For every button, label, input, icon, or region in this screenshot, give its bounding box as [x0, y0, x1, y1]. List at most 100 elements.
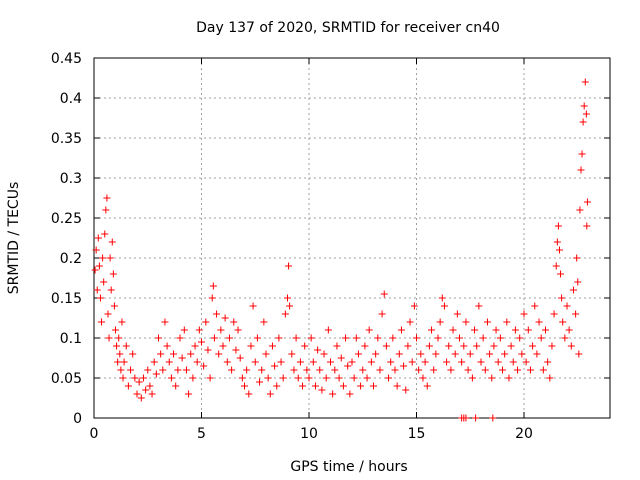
data-point-marker	[176, 334, 184, 342]
data-point-marker	[258, 366, 266, 374]
data-point-marker	[305, 374, 313, 382]
data-point-marker	[275, 334, 283, 342]
data-point-marker	[232, 346, 240, 354]
data-point-marker	[423, 382, 431, 390]
x-axis-label: GPS time / hours	[290, 459, 407, 475]
data-point-marker	[518, 350, 526, 358]
data-point-marker	[110, 302, 118, 310]
data-point-marker	[152, 370, 160, 378]
data-point-marker	[329, 390, 337, 398]
data-point-marker	[104, 310, 112, 318]
data-point-marker	[447, 366, 455, 374]
data-point-marker	[119, 374, 127, 382]
data-point-marker	[234, 326, 242, 334]
data-point-marker	[163, 342, 171, 350]
data-point-marker	[245, 390, 253, 398]
data-point-marker	[309, 358, 317, 366]
data-point-marker	[344, 362, 352, 370]
data-point-marker	[514, 366, 522, 374]
data-point-marker	[421, 358, 429, 366]
data-point-marker	[483, 318, 491, 326]
data-point-marker	[559, 318, 567, 326]
data-point-marker	[271, 362, 279, 370]
data-point-marker	[322, 374, 330, 382]
data-point-marker	[489, 414, 497, 422]
data-point-marker	[352, 334, 360, 342]
data-point-marker	[494, 358, 502, 366]
x-tick-label: 5	[197, 426, 206, 442]
y-tick-labels: 0 0.05 0.1 0.15 0.2 0.25 0.3 0.35 0.4 0.45	[51, 51, 82, 427]
data-point-marker	[436, 318, 444, 326]
data-point-marker	[380, 290, 388, 298]
data-point-marker	[268, 342, 276, 350]
data-point-marker	[339, 382, 347, 390]
data-point-marker	[256, 378, 264, 386]
data-point-marker	[348, 358, 356, 366]
data-point-marker	[410, 302, 418, 310]
data-point-marker	[516, 334, 524, 342]
data-point-marker	[578, 150, 586, 158]
data-point-marker	[402, 386, 410, 394]
data-point-marker	[178, 354, 186, 362]
data-point-marker	[103, 194, 111, 202]
data-point-marker	[100, 278, 108, 286]
y-tick-label: 0.35	[51, 131, 82, 147]
data-point-marker	[462, 414, 470, 422]
data-point-marker	[102, 206, 110, 214]
data-point-marker	[294, 374, 302, 382]
data-point-marker	[157, 350, 165, 358]
data-point-marker	[92, 246, 100, 254]
data-point-marker	[428, 326, 436, 334]
data-point-marker	[301, 342, 309, 350]
data-point-marker	[127, 366, 135, 374]
data-point-marker	[139, 374, 147, 382]
data-point-marker	[542, 326, 549, 334]
data-point-marker	[290, 366, 298, 374]
x-tick-label: 10	[300, 426, 318, 442]
data-point-marker	[191, 342, 199, 350]
data-point-marker	[182, 366, 190, 374]
data-point-marker	[434, 334, 442, 342]
y-tick-label: 0	[73, 411, 82, 427]
data-point-marker	[391, 366, 399, 374]
data-point-marker	[193, 358, 201, 366]
data-point-marker	[114, 358, 122, 366]
data-point-marker	[577, 166, 585, 174]
data-point-marker	[200, 362, 208, 370]
data-point-marker	[91, 266, 99, 274]
data-point-marker	[460, 342, 468, 350]
data-point-marker	[546, 374, 554, 382]
data-point-marker	[499, 366, 506, 374]
x-tick-labels: 0 5 10 15 20	[90, 426, 533, 442]
data-point-marker	[370, 382, 377, 390]
data-point-marker	[507, 342, 515, 350]
data-point-marker	[567, 342, 575, 350]
data-point-marker	[142, 386, 150, 394]
data-point-marker	[449, 326, 457, 334]
data-point-marker	[419, 374, 427, 382]
data-point-marker	[159, 366, 167, 374]
y-tick-label: 0.15	[51, 291, 82, 307]
data-point-marker	[206, 374, 214, 382]
data-point-marker	[575, 350, 583, 358]
data-point-marker	[241, 382, 248, 390]
data-point-marker	[374, 334, 382, 342]
x-tick-label: 20	[515, 426, 533, 442]
data-point-marker	[285, 262, 293, 270]
y-tick-label: 0.4	[60, 91, 82, 107]
data-point-marker	[574, 278, 582, 286]
plot-frame	[93, 57, 611, 419]
data-point-marker	[475, 302, 483, 310]
data-point-marker	[367, 358, 375, 366]
data-point-marker	[286, 302, 294, 310]
data-point-marker	[316, 366, 324, 374]
data-point-marker	[393, 382, 401, 390]
data-point-marker	[318, 386, 326, 394]
data-point-marker	[337, 354, 345, 362]
data-point-marker	[106, 254, 114, 262]
data-point-marker	[167, 374, 175, 382]
data-point-marker	[488, 374, 496, 382]
data-point-marker	[481, 366, 489, 374]
y-tick-label: 0.25	[51, 211, 82, 227]
